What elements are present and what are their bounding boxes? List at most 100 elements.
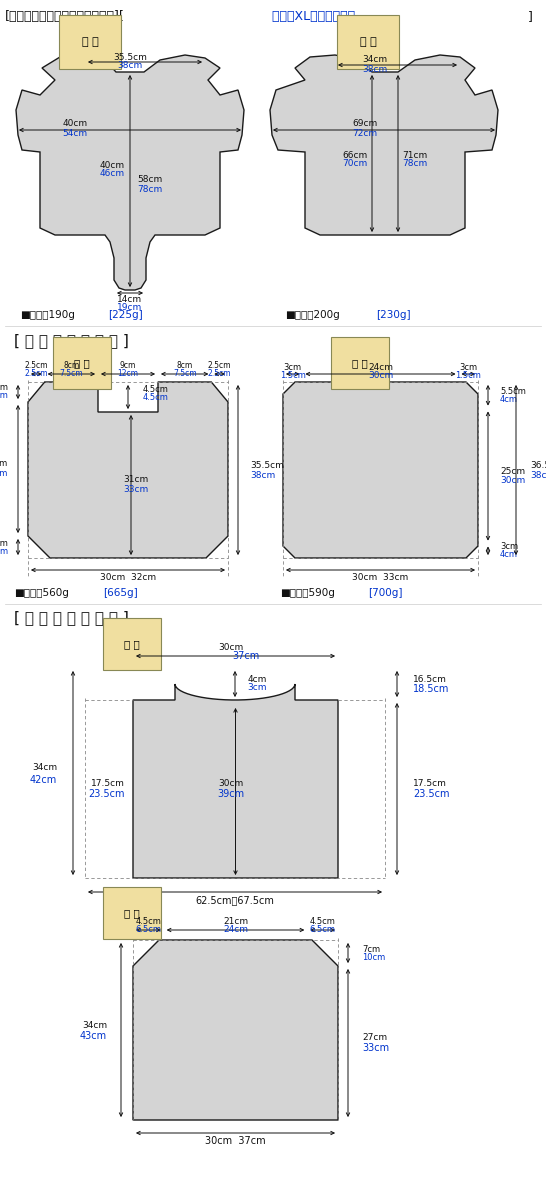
Text: 3cm: 3cm: [459, 362, 477, 372]
Text: 5.5cm: 5.5cm: [0, 391, 8, 401]
Text: 39cm: 39cm: [217, 790, 244, 799]
Text: 69cm: 69cm: [352, 120, 378, 128]
Text: 30cm: 30cm: [500, 475, 525, 485]
Text: 7.5cm: 7.5cm: [60, 370, 83, 378]
Text: [ 防 弾 板 の サ イ ズ ]: [ 防 弾 板 の サ イ ズ ]: [14, 610, 129, 625]
Text: 4cm: 4cm: [500, 551, 518, 559]
Text: 72cm: 72cm: [352, 128, 378, 138]
Text: 12cm: 12cm: [117, 370, 139, 378]
Text: 21cm: 21cm: [223, 918, 248, 926]
Text: 34cm: 34cm: [32, 763, 57, 773]
Text: 33cm: 33cm: [123, 485, 149, 493]
Text: 8cm: 8cm: [176, 361, 193, 371]
Polygon shape: [270, 55, 498, 235]
Text: 4.5cm: 4.5cm: [143, 394, 169, 402]
Text: 2.5cm: 2.5cm: [208, 361, 232, 371]
Text: 30cm  33cm: 30cm 33cm: [352, 574, 408, 582]
Text: [230g]: [230g]: [376, 310, 411, 320]
Text: 25cm: 25cm: [500, 467, 525, 475]
Text: 36.5cm: 36.5cm: [530, 461, 546, 469]
Text: 23.5cm: 23.5cm: [88, 790, 125, 799]
Text: 38cm: 38cm: [363, 65, 388, 73]
Text: 38cm: 38cm: [250, 470, 275, 480]
Text: 30cm: 30cm: [218, 780, 243, 788]
Text: 24cm: 24cm: [368, 362, 393, 372]
Text: 1.5cm: 1.5cm: [280, 371, 306, 379]
Text: [225g]: [225g]: [108, 310, 143, 320]
Text: 23.5cm: 23.5cm: [413, 790, 449, 799]
Text: 27cm: 27cm: [362, 1033, 387, 1043]
Text: 6.5cm: 6.5cm: [135, 925, 162, 935]
Text: 33cm: 33cm: [362, 1043, 389, 1054]
Text: 後 面: 後 面: [124, 908, 140, 918]
Text: 1.5cm: 1.5cm: [455, 371, 481, 379]
Text: 78cm: 78cm: [402, 160, 428, 168]
Text: 40cm: 40cm: [99, 161, 124, 169]
Text: [ 防 刃 板 の サ イ ズ ]: [ 防 刃 板 の サ イ ズ ]: [14, 332, 129, 348]
Text: ■重さ：590g: ■重さ：590g: [280, 588, 335, 598]
Text: [アンダーシャツ型外衣のサイズ][: [アンダーシャツ型外衣のサイズ][: [5, 10, 125, 23]
Text: 46cm: 46cm: [99, 169, 124, 179]
Text: 7.5cm: 7.5cm: [173, 370, 197, 378]
Text: 31cm: 31cm: [123, 475, 149, 485]
Text: 24cm: 24cm: [223, 925, 248, 935]
Text: 38cm: 38cm: [117, 61, 143, 71]
Text: 3cm: 3cm: [247, 684, 267, 692]
Text: 8cm: 8cm: [63, 361, 80, 371]
Text: 後 面: 後 面: [360, 37, 376, 47]
Text: 32cm: 32cm: [0, 468, 8, 478]
Text: 78cm: 78cm: [138, 186, 163, 194]
Polygon shape: [133, 940, 338, 1120]
Text: ]: ]: [528, 10, 533, 23]
Text: 35.5cm: 35.5cm: [250, 461, 284, 469]
Text: 5.5cm: 5.5cm: [0, 539, 8, 547]
Text: 30cm: 30cm: [368, 371, 393, 379]
Text: 17.5cm: 17.5cm: [91, 780, 125, 788]
Text: 3cm: 3cm: [500, 542, 518, 551]
Text: 18.5cm: 18.5cm: [413, 684, 449, 694]
Text: 34cm: 34cm: [363, 55, 388, 65]
Text: 9cm: 9cm: [120, 361, 136, 371]
Text: 2.5cm: 2.5cm: [208, 370, 232, 378]
Polygon shape: [28, 382, 228, 558]
Text: 後 面: 後 面: [352, 358, 368, 368]
Text: 青色はXLサイズです。: 青色はXLサイズです。: [268, 10, 355, 23]
Text: 4.5cm: 4.5cm: [135, 918, 161, 926]
Text: 前 面: 前 面: [81, 37, 98, 47]
Text: 71cm: 71cm: [402, 150, 428, 160]
Polygon shape: [283, 382, 478, 558]
Text: 10cm: 10cm: [362, 953, 385, 961]
Text: 43cm: 43cm: [80, 1031, 107, 1040]
Text: 6.5cm: 6.5cm: [310, 925, 336, 935]
Text: 前 面: 前 面: [124, 638, 140, 649]
Text: 5cm: 5cm: [0, 384, 8, 392]
Text: 3cm: 3cm: [284, 362, 302, 372]
Text: 3cm: 3cm: [0, 546, 8, 556]
Text: [700g]: [700g]: [368, 588, 402, 598]
Polygon shape: [16, 55, 244, 290]
Text: 5.5cm: 5.5cm: [500, 386, 526, 396]
Text: 2.5cm: 2.5cm: [25, 361, 48, 371]
Text: 54cm: 54cm: [62, 128, 87, 138]
Text: 38cm: 38cm: [530, 470, 546, 480]
Text: ■重さ：200g: ■重さ：200g: [285, 310, 340, 320]
Text: 66cm: 66cm: [342, 150, 367, 160]
Text: 16.5cm: 16.5cm: [413, 674, 447, 684]
Text: 70cm: 70cm: [342, 160, 367, 168]
Text: 4.5cm: 4.5cm: [143, 385, 169, 395]
Text: 42cm: 42cm: [29, 775, 57, 785]
Text: [665g]: [665g]: [103, 588, 138, 598]
Text: 30cm: 30cm: [218, 643, 243, 653]
Text: 35.5cm: 35.5cm: [113, 54, 147, 62]
Text: ■重さ：190g: ■重さ：190g: [20, 310, 75, 320]
Text: 37cm: 37cm: [232, 650, 259, 661]
Text: 14cm: 14cm: [117, 295, 143, 305]
Text: 4cm: 4cm: [500, 395, 518, 403]
Text: 19cm: 19cm: [117, 304, 143, 312]
Text: 62.5cm　67.5cm: 62.5cm 67.5cm: [195, 895, 275, 905]
Text: 30cm  37cm: 30cm 37cm: [205, 1136, 266, 1146]
Text: 58cm: 58cm: [138, 175, 163, 185]
Text: 7cm: 7cm: [362, 944, 380, 954]
Text: 30cm  32cm: 30cm 32cm: [100, 574, 156, 582]
Text: 34cm: 34cm: [82, 1020, 107, 1030]
